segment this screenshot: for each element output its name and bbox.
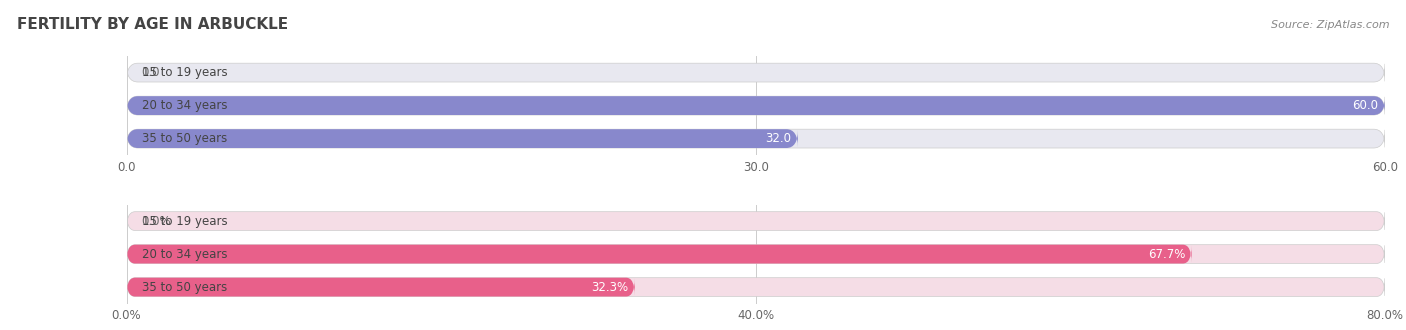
Text: 60.0: 60.0 <box>1353 99 1379 112</box>
Text: 20 to 34 years: 20 to 34 years <box>142 248 228 261</box>
Text: 35 to 50 years: 35 to 50 years <box>142 280 226 294</box>
Text: 15 to 19 years: 15 to 19 years <box>142 66 228 79</box>
FancyBboxPatch shape <box>127 278 1385 297</box>
FancyBboxPatch shape <box>127 278 634 297</box>
FancyBboxPatch shape <box>127 129 1385 148</box>
FancyBboxPatch shape <box>127 63 1385 82</box>
FancyBboxPatch shape <box>127 212 1385 230</box>
FancyBboxPatch shape <box>127 245 1385 263</box>
Text: 67.7%: 67.7% <box>1147 248 1185 261</box>
Text: 15 to 19 years: 15 to 19 years <box>142 214 228 228</box>
FancyBboxPatch shape <box>127 129 797 148</box>
Text: 32.0: 32.0 <box>765 132 792 145</box>
FancyBboxPatch shape <box>127 96 1385 115</box>
Text: 32.3%: 32.3% <box>591 280 628 294</box>
Text: Source: ZipAtlas.com: Source: ZipAtlas.com <box>1271 20 1389 30</box>
Text: FERTILITY BY AGE IN ARBUCKLE: FERTILITY BY AGE IN ARBUCKLE <box>17 17 288 32</box>
Text: 0.0%: 0.0% <box>142 214 172 228</box>
FancyBboxPatch shape <box>127 245 1192 263</box>
Text: 35 to 50 years: 35 to 50 years <box>142 132 226 145</box>
FancyBboxPatch shape <box>127 96 1385 115</box>
Text: 0.0: 0.0 <box>142 66 160 79</box>
Text: 20 to 34 years: 20 to 34 years <box>142 99 228 112</box>
